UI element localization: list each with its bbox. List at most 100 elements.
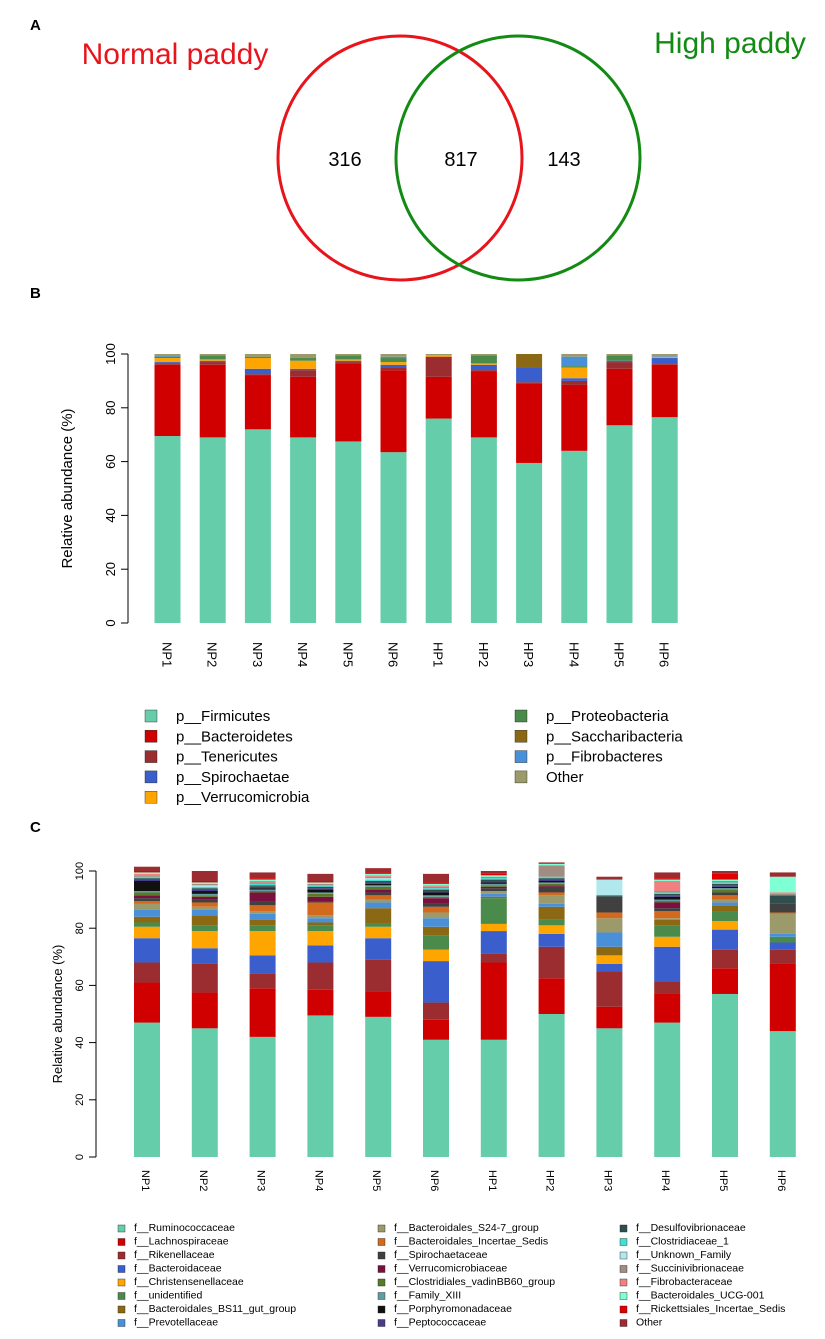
bar-segment-f-rickettsiales-incertae-sedis-np1	[134, 871, 160, 873]
legend-label-f-prevotellaceae: f__Prevotellaceae	[134, 1317, 218, 1329]
bar-segment-f-bacteroidales-ucg-001-np4	[307, 882, 334, 884]
bar-segment-p-saccharibacteria-hp3	[516, 354, 543, 368]
bar-segment-f-bacteroidaceae-hp1	[480, 931, 507, 954]
panel-label-a: A	[30, 17, 41, 34]
y-tick-label: 0	[103, 619, 118, 626]
x-tick-label-hp4: HP4	[659, 1170, 671, 1191]
x-tick-label-hp3: HP3	[521, 642, 536, 667]
legend-swatch-other	[514, 770, 528, 784]
bar-segment-p-spirochaetae-hp4	[561, 378, 588, 381]
bar-segment-f-fibrobacteraceae-np3	[249, 881, 276, 883]
bar-segment-p-verrucomicrobia-np6	[380, 362, 407, 365]
bar-segment-f-rickettsiales-incertae-sedis-np6	[423, 882, 449, 884]
bar-segment-f-prevotellaceae-hp1	[480, 893, 507, 897]
bar-segment-f-verrucomicrobiaceae-np5	[365, 889, 392, 893]
bar-segment-other-hp5	[712, 871, 738, 874]
bar-segment-f-unidentified-hp1	[480, 898, 507, 924]
bar-segment-f-fibrobacteraceae-hp6	[769, 892, 796, 894]
bar-segment-p-firmicutes-np5	[335, 441, 362, 623]
bar-segment-f-clostridiales-vadinbb60-group-hp2	[538, 883, 565, 886]
bar-segment-f-spirochaetaceae-hp3	[596, 896, 623, 913]
bar-segment-f-christensenellaceae-np1	[134, 926, 160, 939]
x-tick-label-np2: NP2	[197, 1170, 209, 1191]
x-tick-label-np5: NP5	[340, 642, 355, 667]
legend-label-p-bacteroidetes: p__Bacteroidetes	[176, 728, 293, 745]
bar-segment-f-family-xiii-hp1	[480, 883, 507, 886]
bar-segment-f-fibrobacteraceae-np6	[423, 885, 449, 887]
bar-segment-f-desulfovibrionaceae-hp2	[538, 878, 565, 880]
y-tick-label: 80	[103, 401, 118, 415]
bar-segment-f-succinivibrionaceae-hp1	[480, 876, 507, 879]
bar-segment-f-bacteroidales-s24-7-group-np1	[134, 903, 160, 910]
x-tick-label-np4: NP4	[312, 1170, 324, 1191]
legend-swatch-p-tenericutes	[144, 750, 158, 763]
bar-segment-f-bacteroidales-bs11-gut-group-np1	[134, 916, 160, 923]
x-tick-label-np4: NP4	[295, 642, 310, 667]
legend-label-f-clostridiaceae-1: f__Clostridiaceae_1	[636, 1236, 729, 1248]
bar-segment-p-proteobacteria-np4	[290, 358, 317, 361]
bar-segment-other-hp6	[769, 872, 796, 877]
bar-segment-f-christensenellaceae-hp1	[480, 923, 507, 932]
bar-segment-p-proteobacteria-np5	[335, 355, 362, 360]
bar-segment-p-bacteroidetes-np2	[199, 364, 226, 438]
bar-segment-p-tenericutes-np6	[380, 367, 407, 371]
bar-segment-f-fibrobacteraceae-np5	[365, 875, 392, 877]
bar-segment-f-unidentified-hp5	[712, 911, 738, 922]
bar-segment-f-porphyromonadaceae-hp2	[538, 881, 565, 883]
venn-diagram: Normal paddy High paddy 316 817 143	[82, 27, 806, 282]
bar-segment-f-christensenellaceae-hp4	[654, 936, 681, 947]
bar-segment-f-lachnospiraceae-hp5	[712, 968, 738, 994]
legend-swatch-f-rickettsiales-incertae-sedis	[619, 1305, 628, 1314]
bar-segment-p-fibrobacteres-hp6	[651, 355, 678, 357]
legend-label-f-verrucomicrobiaceae: f__Verrucomicrobiaceae	[394, 1263, 507, 1275]
bar-segment-f-desulfovibrionaceae-np6	[423, 889, 449, 892]
bar-segment-f-desulfovibrionaceae-hp1	[480, 879, 507, 882]
legend-label-f-desulfovibrionaceae: f__Desulfovibrionaceae	[636, 1222, 746, 1234]
bar-segment-f-clostridiaceae-1-np3	[249, 883, 276, 886]
bar-segment-f-bacteroidales-s24-7-group-hp1	[480, 891, 507, 894]
bar-segment-f-bacteroidales-ucg-001-hp1	[480, 875, 507, 877]
legend-swatch-p-firmicutes	[144, 709, 158, 723]
bar-segment-f-bacteroidales-incertae-sedis-np1	[134, 901, 160, 904]
bar-segment-f-bacteroidaceae-np5	[365, 938, 392, 960]
bar-segment-p-proteobacteria-np6	[380, 358, 407, 363]
bar-segment-f-clostridiaceae-1-hp1	[480, 878, 507, 880]
bar-segment-f-rikenellaceae-hp2	[538, 946, 565, 979]
bar-segment-f-spirochaetaceae-np4	[307, 901, 334, 903]
bar-segment-f-christensenellaceae-np5	[365, 926, 392, 939]
legend-label-f-christensenellaceae: f__Christensenellaceae	[134, 1276, 244, 1288]
bar-segment-f-clostridiaceae-1-hp2	[538, 876, 565, 879]
bar-segment-f-bacteroidales-ucg-001-np1	[134, 872, 160, 874]
y-tick-label: 40	[74, 1036, 86, 1048]
legend-label-p-spirochaetae: p__Spirochaetae	[176, 769, 289, 786]
bar-segment-other-hp2	[470, 354, 497, 356]
bar-segment-f-bacteroidales-bs11-gut-group-hp3	[596, 946, 623, 956]
bar-segment-f-unidentified-np2	[191, 925, 218, 932]
legend-swatch-f-ruminococcaceae	[117, 1224, 126, 1233]
bar-segment-f-rikenellaceae-hp4	[654, 981, 681, 994]
bar-segment-f-verrucomicrobiaceae-hp1	[480, 886, 507, 889]
bar-segment-f-clostridiaceae-1-hp5	[712, 882, 738, 884]
legend-label-p-firmicutes: p__Firmicutes	[176, 708, 270, 725]
bar-segment-f-porphyromonadaceae-hp1	[480, 882, 507, 884]
bar-segment-f-bacteroidaceae-np1	[134, 938, 160, 963]
bar-segment-f-bacteroidaceae-np6	[423, 961, 449, 1003]
bar-segment-f-bacteroidales-bs11-gut-group-np6	[423, 926, 449, 936]
y-tick-label: 80	[74, 922, 86, 934]
bar-segment-p-spirochaetae-hp2	[470, 364, 497, 371]
bar-segment-p-tenericutes-hp1	[425, 356, 452, 377]
bar-segment-f-ruminococcaceae-np4	[307, 1015, 334, 1157]
bar-segment-p-bacteroidetes-hp6	[651, 364, 678, 418]
bar-segment-f-bacteroidales-incertae-sedis-hp4	[654, 911, 681, 919]
bar-segment-p-tenericutes-np3	[244, 374, 271, 376]
legend-swatch-f-clostridiales-vadinbb60-group	[377, 1278, 386, 1287]
bar-segment-f-clostridiales-vadinbb60-group-np4	[307, 893, 334, 897]
legend-swatch-f-rikenellaceae	[117, 1251, 126, 1260]
bar-segment-f-rikenellaceae-np2	[191, 963, 218, 993]
bar-segment-f-rikenellaceae-hp3	[596, 971, 623, 1007]
bar-segment-f-clostridiaceae-1-np6	[423, 888, 449, 890]
x-tick-label-hp5: HP5	[717, 1170, 729, 1191]
bar-segment-f-clostridiaceae-1-np5	[365, 879, 392, 882]
bar-segment-f-ruminococcaceae-np5	[365, 1016, 392, 1157]
bar-segment-f-christensenellaceae-np2	[191, 931, 218, 949]
